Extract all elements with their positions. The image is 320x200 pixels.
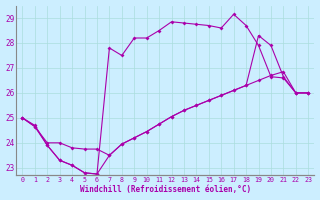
- X-axis label: Windchill (Refroidissement éolien,°C): Windchill (Refroidissement éolien,°C): [80, 185, 251, 194]
